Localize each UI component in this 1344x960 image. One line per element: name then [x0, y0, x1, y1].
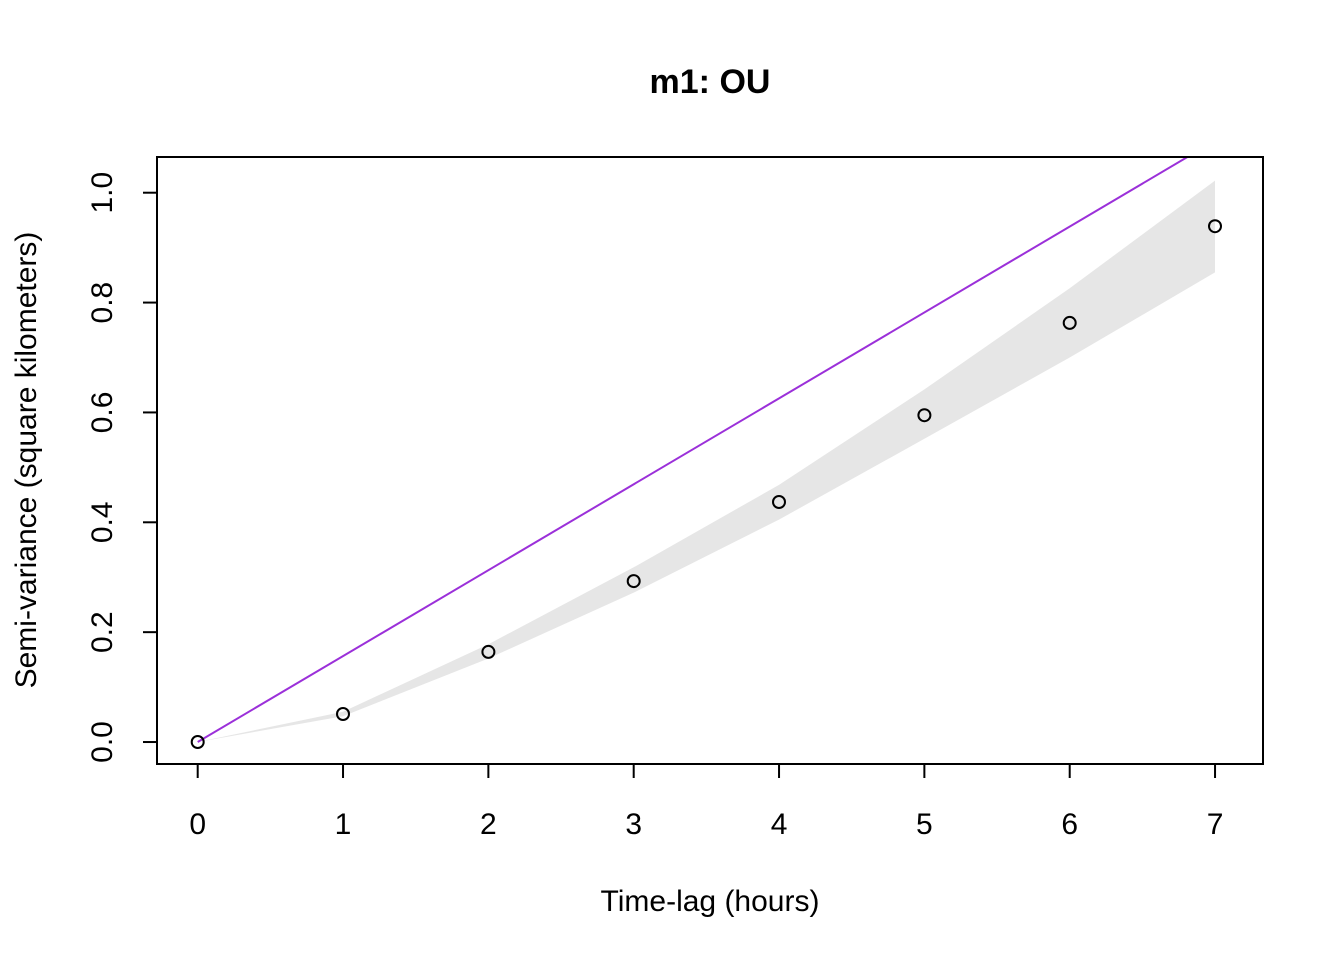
data-point: [336, 707, 350, 721]
plot-area: [190, 157, 1222, 749]
y-tick-label: 0.2: [86, 611, 119, 653]
x-axis: 0 1 2 3 4 5 6 7: [189, 763, 1224, 841]
data-point: [1208, 219, 1222, 234]
data-point: [190, 735, 205, 749]
x-tick-label: 0: [189, 808, 206, 841]
x-axis-label: Time-lag (hours): [601, 885, 820, 918]
data-point: [917, 408, 932, 423]
data-point: [772, 495, 786, 509]
plot-frame: [156, 156, 1264, 765]
model-line: [197, 157, 1188, 743]
y-tick-label: 0.0: [86, 721, 119, 763]
y-axis: 0.0 0.2 0.4 0.6 0.8 1.0: [86, 172, 158, 763]
x-tick-label: 3: [625, 808, 642, 841]
x-tick-label: 1: [335, 808, 352, 841]
x-tick-label: 7: [1207, 808, 1224, 841]
y-axis-label: Semi-variance (square kilometers): [10, 232, 43, 689]
data-point: [481, 644, 496, 659]
y-tick-label: 0.4: [86, 501, 119, 543]
data-point: [626, 574, 641, 589]
x-tick-label: 6: [1061, 808, 1078, 841]
y-tick-label: 1.0: [86, 172, 119, 214]
x-tick-label: 2: [480, 808, 497, 841]
data-point: [1062, 315, 1077, 330]
confidence-band: [197, 180, 1215, 743]
x-tick-label: 4: [771, 808, 788, 841]
y-tick-label: 0.8: [86, 282, 119, 324]
y-tick-label: 0.6: [86, 392, 119, 434]
chart-title: m1: OU: [650, 63, 771, 101]
x-tick-label: 5: [916, 808, 933, 841]
